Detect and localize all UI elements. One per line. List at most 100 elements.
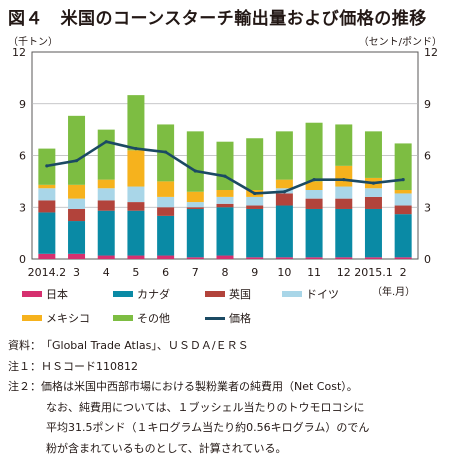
- x-tick-label: 9: [251, 266, 258, 279]
- bar-segment: [157, 215, 175, 256]
- x-tick-label: 6: [162, 266, 169, 279]
- legend-item-uk: 英国: [205, 286, 251, 302]
- bar-segment: [127, 255, 145, 259]
- legend-item-germany: ドイツ: [282, 286, 339, 302]
- x-tick-label: 10: [277, 266, 291, 279]
- bar-segment: [275, 179, 293, 189]
- bar-segment: [305, 122, 323, 182]
- bar-segment: [246, 196, 264, 206]
- bar-segment: [157, 196, 175, 208]
- bar-segment: [186, 207, 204, 209]
- legend-label-price: 価格: [229, 312, 251, 325]
- x-tick-label: 11: [307, 266, 321, 279]
- note-2-continued: 平均31.5ポンド（１キログラム当たり約0.56キログラム）のでん: [46, 421, 370, 434]
- bar-segment: [216, 255, 234, 259]
- bar-segment: [97, 255, 115, 259]
- y2-tick-label: 0: [424, 253, 431, 266]
- x-tick-label: 12: [337, 266, 351, 279]
- bar-segment: [157, 181, 175, 197]
- legend-label-mexico: メキシコ: [46, 312, 90, 325]
- bar-segment: [335, 198, 353, 209]
- right-axis-unit: （セント/ポンド）: [358, 37, 442, 48]
- y2-tick-label: 3: [424, 201, 431, 214]
- bar-segment: [275, 257, 293, 259]
- bar-segment: [305, 190, 323, 199]
- legend-swatch-canada: [113, 291, 133, 297]
- note-label: 資料：: [8, 339, 41, 352]
- bar-segment: [216, 203, 234, 208]
- note-source: 資料： 「Global Trade Atlas」、ＵＳＤＡ/ＥＲＳ: [8, 336, 444, 357]
- price-point: [104, 140, 108, 144]
- bar-segment: [394, 143, 412, 190]
- x-tick-label: 4: [103, 266, 110, 279]
- x-tick-label: 7: [192, 266, 199, 279]
- bar-segment: [216, 207, 234, 256]
- price-point: [282, 190, 286, 194]
- legend-swatch-price: [205, 316, 225, 320]
- bar-segment: [97, 129, 115, 180]
- bar-segment: [38, 188, 56, 201]
- y-tick-label: 12: [12, 46, 26, 59]
- bar-segment: [97, 188, 115, 201]
- legend-swatch-mexico: [22, 315, 42, 321]
- bar-segment: [335, 124, 353, 166]
- x-tick-label: 2015.1: [354, 266, 393, 279]
- bar-segment: [68, 198, 86, 209]
- y-tick-label: 6: [19, 150, 26, 163]
- bar-segment: [305, 257, 323, 259]
- bar-segment: [394, 193, 412, 206]
- bar-segment: [275, 193, 293, 206]
- bar-segment: [97, 200, 115, 211]
- y-tick-label: 9: [19, 98, 26, 111]
- bar-segment: [246, 205, 264, 209]
- x-tick-label: 8: [222, 266, 229, 279]
- bar-segment: [38, 200, 56, 213]
- bar-segment: [97, 210, 115, 256]
- chart-legend: 日本 カナダ 英国 ドイツ （年.月） メキシコ その他 価格: [0, 286, 450, 326]
- bar-segment: [364, 257, 382, 259]
- left-axis-unit: （千トン）: [8, 37, 58, 48]
- note-text: 「Global Trade Atlas」、ＵＳＤＡ/ＥＲＳ: [41, 339, 249, 352]
- legend-swatch-germany: [282, 291, 302, 297]
- bar-segment: [364, 208, 382, 258]
- legend-swatch-uk: [205, 291, 225, 297]
- price-point: [312, 178, 316, 182]
- bar-segment: [275, 131, 293, 180]
- price-point: [134, 147, 138, 151]
- bar-segment: [186, 191, 204, 203]
- bar-segment: [38, 184, 56, 189]
- legend-label-other: その他: [137, 312, 170, 325]
- legend-label-germany: ドイツ: [306, 288, 339, 301]
- bar-segment: [394, 257, 412, 259]
- bar-segment: [127, 95, 145, 151]
- bar-segment: [127, 202, 145, 211]
- bar-segment: [127, 150, 145, 187]
- price-point: [253, 191, 257, 196]
- note-1: 注１： ＨＳコード110812: [8, 357, 444, 378]
- bar-segment: [364, 131, 382, 178]
- bar-segment: [305, 198, 323, 209]
- price-point: [371, 181, 376, 185]
- bar-segment: [364, 196, 382, 209]
- bar-segment: [335, 257, 353, 259]
- y-tick-label: 0: [19, 253, 26, 266]
- y-tick-label: 3: [19, 201, 26, 214]
- chart-notes: 資料： 「Global Trade Atlas」、ＵＳＤＡ/ＥＲＳ 注１： ＨＳ…: [8, 336, 444, 459]
- bar-segment: [186, 131, 204, 192]
- bar-segment: [305, 208, 323, 258]
- bar-segment: [335, 208, 353, 258]
- bar-segment: [246, 257, 264, 259]
- price-point: [164, 150, 168, 154]
- y2-tick-label: 12: [424, 46, 438, 59]
- bar-segment: [186, 208, 204, 258]
- bar-segment: [157, 207, 175, 216]
- legend-item-japan: 日本: [22, 286, 68, 302]
- price-point: [223, 174, 227, 178]
- note-2-continued: 粉が含まれているものとして、計算されている。: [46, 441, 287, 455]
- y2-tick-label: 6: [424, 150, 431, 163]
- price-point: [342, 178, 346, 182]
- bar-segment: [68, 208, 86, 222]
- note-label: 注２：: [8, 380, 41, 393]
- bar-segment: [38, 212, 56, 254]
